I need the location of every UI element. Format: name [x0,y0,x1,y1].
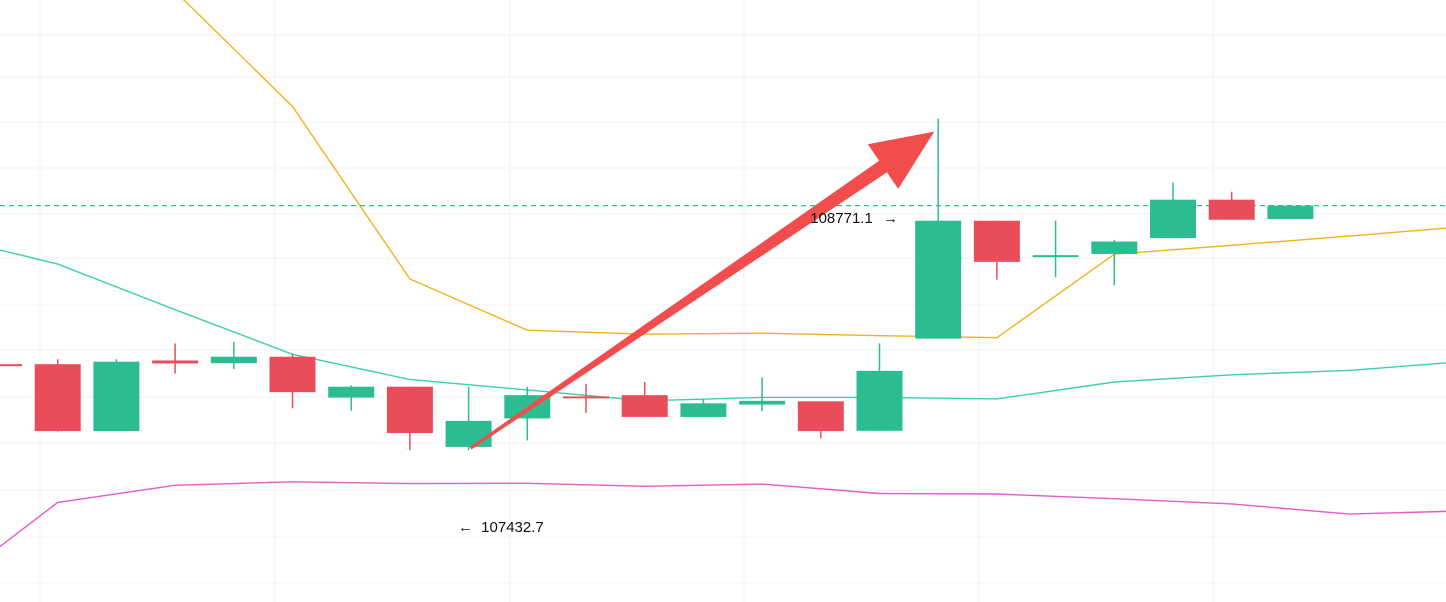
candle[interactable] [210,341,257,370]
candle[interactable] [0,359,22,367]
left-arrow-icon: ← [458,519,473,536]
candle[interactable] [856,343,903,431]
candle[interactable] [386,386,433,451]
candle-body [973,220,1020,262]
candle[interactable] [269,353,316,409]
candle[interactable] [621,382,668,417]
annotation-low-label: ← 107432.7 [458,519,544,536]
candle[interactable] [1091,239,1138,286]
candle-body [445,420,492,447]
lower-band-line [0,481,1446,548]
middle-band-line [0,249,1446,402]
candle[interactable] [445,386,492,451]
trend-arrow [469,131,935,450]
candle[interactable] [563,383,609,413]
candle-body [93,361,140,432]
candles-layer [0,118,1314,451]
candle-body [269,356,316,393]
upper-band-line [182,0,1446,339]
candle-body [0,364,22,367]
candle[interactable] [328,385,375,411]
candle-body [152,360,199,364]
candle-body [1267,205,1314,219]
candle[interactable] [34,359,81,432]
candle[interactable] [1032,220,1079,278]
annotation-high-label: 108771.1 → [810,210,898,227]
candle-body [680,403,727,417]
candle[interactable] [973,220,1020,280]
candle[interactable] [680,399,727,417]
candle-body [1208,199,1255,220]
candle-body [328,386,375,398]
candle-body [1091,241,1138,254]
candle[interactable] [504,386,551,441]
candle-body [797,401,844,432]
candle[interactable] [915,118,962,339]
candle-body [386,386,433,434]
candle-body [856,370,903,431]
candle-body [210,356,257,364]
candle[interactable] [152,343,199,374]
candle-body [739,400,786,405]
candle-body [915,220,962,339]
candle[interactable] [1150,182,1196,239]
candle[interactable] [93,359,140,432]
candle[interactable] [1267,205,1314,219]
trend-arrow-icon [469,131,935,450]
candle-body [563,396,609,399]
candle-body [621,395,668,417]
right-arrow-icon: → [883,210,898,227]
candle[interactable] [1208,191,1255,220]
candle[interactable] [797,401,844,439]
candle[interactable] [739,377,786,411]
candle-body [34,364,81,432]
candle-body [1150,199,1196,239]
candle-body [1032,255,1079,258]
